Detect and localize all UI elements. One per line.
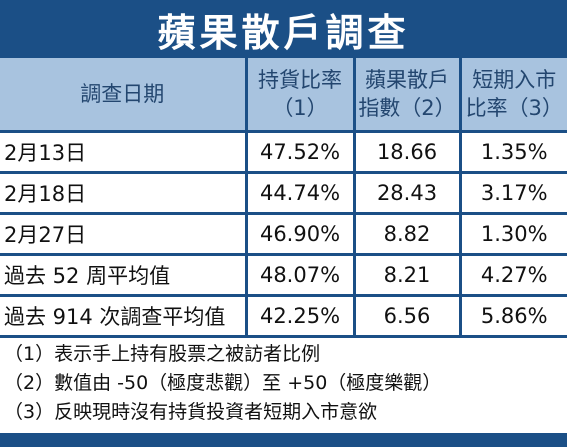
survey-table: 調查日期 持貨比率 （1） 蘋果散戶 指數（2） 短期入市 比率（3） 2月13… <box>0 58 567 338</box>
header-sentiment-index-line1: 蘋果散戶 <box>365 68 449 92</box>
cell-date: 2月13日 <box>0 131 246 174</box>
cell-holding-ratio: 42.25% <box>244 295 354 338</box>
page-title: 蘋果散戶調查 <box>0 0 567 58</box>
header-holding-ratio: 持貨比率 （1） <box>244 58 354 133</box>
cell-date: 2月18日 <box>0 172 246 215</box>
cell-sentiment-index: 6.56 <box>352 295 460 338</box>
cell-holding-ratio: 44.74% <box>244 172 354 215</box>
header-entry-ratio-line2: 比率（3） <box>465 96 563 120</box>
table-row: 過去 52 周平均值 48.07% 8.21 4.27% <box>0 254 567 297</box>
header-sentiment-index-line2: 指數（2） <box>358 96 456 120</box>
cell-sentiment-index: 28.43 <box>352 172 460 215</box>
bottom-rule <box>0 433 567 447</box>
cell-sentiment-index: 8.82 <box>352 213 460 256</box>
cell-holding-ratio: 48.07% <box>244 254 354 297</box>
cell-date: 過去 914 次調查平均值 <box>0 295 246 338</box>
cell-sentiment-index: 8.21 <box>352 254 460 297</box>
header-entry-ratio-line1: 短期入市 <box>472 68 557 92</box>
cell-holding-ratio: 46.90% <box>244 213 354 256</box>
cell-entry-ratio: 3.17% <box>458 172 567 215</box>
footnote-3: （3）反映現時沒有持貨投資者短期入市意欲 <box>4 401 378 423</box>
cell-entry-ratio: 5.86% <box>458 295 567 338</box>
table-row: 過去 914 次調查平均值 42.25% 6.56 5.86% <box>0 295 567 338</box>
footnote-1: （1）表示手上持有股票之被訪者比例 <box>4 343 321 365</box>
cell-date: 過去 52 周平均值 <box>0 254 246 297</box>
table-header-row: 調查日期 持貨比率 （1） 蘋果散戶 指數（2） 短期入市 比率（3） <box>0 58 567 133</box>
header-holding-ratio-line1: 持貨比率 <box>258 68 342 92</box>
cell-entry-ratio: 1.35% <box>458 131 567 174</box>
cell-date: 2月27日 <box>0 213 246 256</box>
header-survey-date: 調查日期 <box>0 58 246 133</box>
footnotes: （1）表示手上持有股票之被訪者比例 （2）數值由 -50（極度悲觀）至 +50（… <box>0 340 567 427</box>
table-row: 2月27日 46.90% 8.82 1.30% <box>0 213 567 256</box>
cell-holding-ratio: 47.52% <box>244 131 354 174</box>
header-holding-ratio-line2: （1） <box>272 96 328 120</box>
header-survey-date-label: 調查日期 <box>80 82 165 106</box>
cell-entry-ratio: 4.27% <box>458 254 567 297</box>
header-sentiment-index: 蘋果散戶 指數（2） <box>352 58 460 133</box>
header-entry-ratio: 短期入市 比率（3） <box>458 58 567 133</box>
cell-entry-ratio: 1.30% <box>458 213 567 256</box>
table-row: 2月18日 44.74% 28.43 3.17% <box>0 172 567 215</box>
table-row: 2月13日 47.52% 18.66 1.35% <box>0 131 567 174</box>
footnote-2: （2）數值由 -50（極度悲觀）至 +50（極度樂觀） <box>4 372 442 394</box>
cell-sentiment-index: 18.66 <box>352 131 460 174</box>
